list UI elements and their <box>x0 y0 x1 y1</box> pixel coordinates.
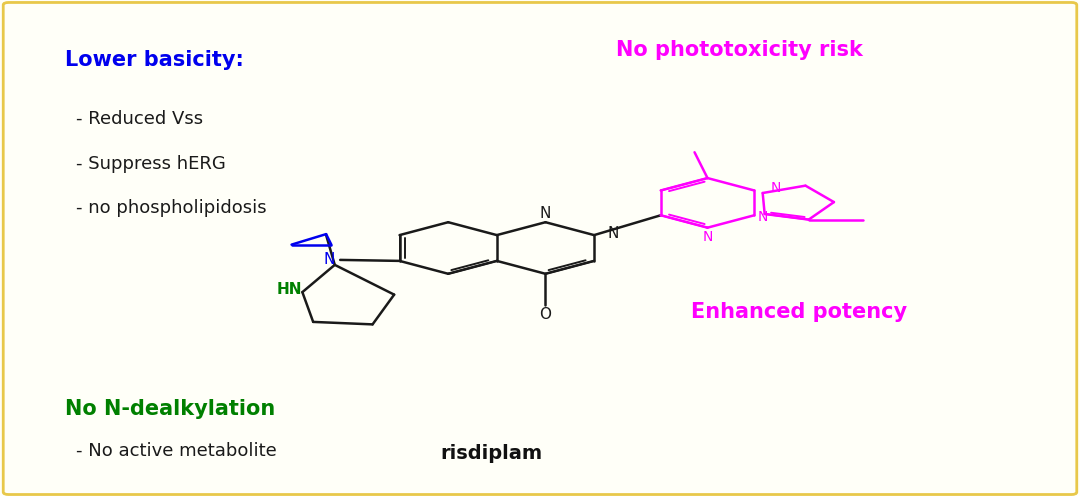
Text: O: O <box>540 307 552 322</box>
Text: N: N <box>770 181 781 195</box>
Text: - Suppress hERG: - Suppress hERG <box>76 155 226 173</box>
Text: N: N <box>702 230 713 244</box>
Text: - no phospholipidosis: - no phospholipidosis <box>76 199 267 217</box>
Text: N: N <box>608 226 619 241</box>
Text: - No active metabolite: - No active metabolite <box>76 442 276 460</box>
Text: risdiplam: risdiplam <box>441 444 542 463</box>
Text: Enhanced potency: Enhanced potency <box>691 303 907 322</box>
Text: Lower basicity:: Lower basicity: <box>65 50 244 69</box>
Text: N: N <box>324 252 335 267</box>
Text: - Reduced Vss: - Reduced Vss <box>76 110 203 128</box>
Text: HN: HN <box>276 282 302 297</box>
Text: No phototoxicity risk: No phototoxicity risk <box>616 40 863 60</box>
Text: No N-dealkylation: No N-dealkylation <box>65 399 275 419</box>
Text: N: N <box>540 206 551 221</box>
Text: N: N <box>758 210 768 224</box>
